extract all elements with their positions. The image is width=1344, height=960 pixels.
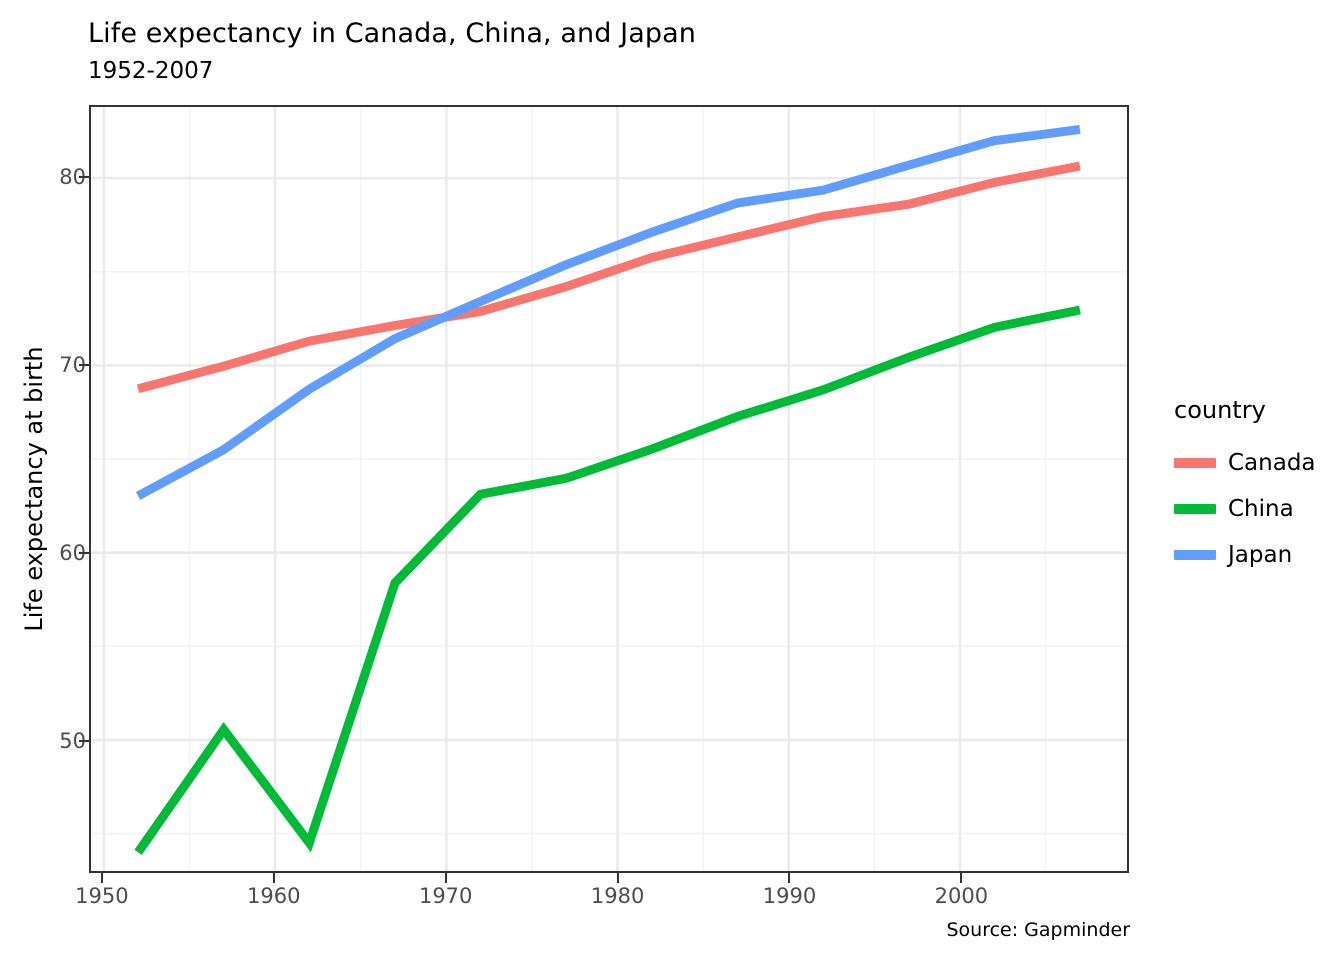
- x-tick-label: 1980: [590, 884, 645, 908]
- legend-key: [1172, 486, 1218, 532]
- x-tick-label: 1970: [418, 884, 473, 908]
- legend-key: [1172, 440, 1218, 486]
- page-title: Life expectancy in Canada, China, and Ja…: [88, 18, 696, 49]
- legend-item-china[interactable]: China: [1172, 486, 1342, 532]
- legend-label: Canada: [1228, 450, 1316, 476]
- y-tick-mark: [79, 552, 89, 554]
- x-tick-label: 1990: [762, 884, 817, 908]
- legend-swatch-canada: [1174, 458, 1216, 468]
- series-lines: [134, 125, 1081, 855]
- y-tick-mark: [79, 175, 89, 178]
- legend-items: Canada China Japan: [1172, 440, 1342, 578]
- x-tick-mark: [788, 873, 791, 883]
- x-tick-label: 2000: [934, 884, 989, 908]
- legend-item-japan[interactable]: Japan: [1172, 532, 1342, 578]
- chart-subtitle: 1952-2007: [88, 58, 214, 84]
- legend-title: country: [1174, 396, 1266, 424]
- legend-key: [1172, 532, 1218, 578]
- series-line-japan: [135, 125, 1081, 500]
- series-line-china: [134, 305, 1081, 855]
- legend-label: Japan: [1228, 542, 1293, 568]
- x-tick-mark: [960, 873, 963, 883]
- x-tick-mark: [616, 873, 619, 883]
- x-tick-mark: [444, 873, 447, 883]
- legend-swatch-japan: [1174, 550, 1216, 560]
- legend: country Canada China Japan: [1172, 396, 1342, 578]
- y-axis-title: Life expectancy at birth: [20, 346, 48, 632]
- x-tick-label: 1960: [247, 884, 301, 908]
- x-tick-label: 1950: [75, 884, 129, 908]
- x-tick-mark: [100, 873, 103, 883]
- chart-caption: Source: Gapminder: [946, 919, 1130, 941]
- gridlines: [91, 107, 1127, 871]
- legend-item-canada[interactable]: Canada: [1172, 440, 1342, 486]
- y-tick-mark: [79, 740, 89, 743]
- x-tick-mark: [272, 873, 275, 883]
- legend-swatch-china: [1174, 504, 1216, 514]
- series-line-canada: [136, 161, 1081, 394]
- legend-label: China: [1228, 496, 1294, 522]
- y-tick-mark: [79, 363, 89, 366]
- plot-panel: [89, 105, 1129, 873]
